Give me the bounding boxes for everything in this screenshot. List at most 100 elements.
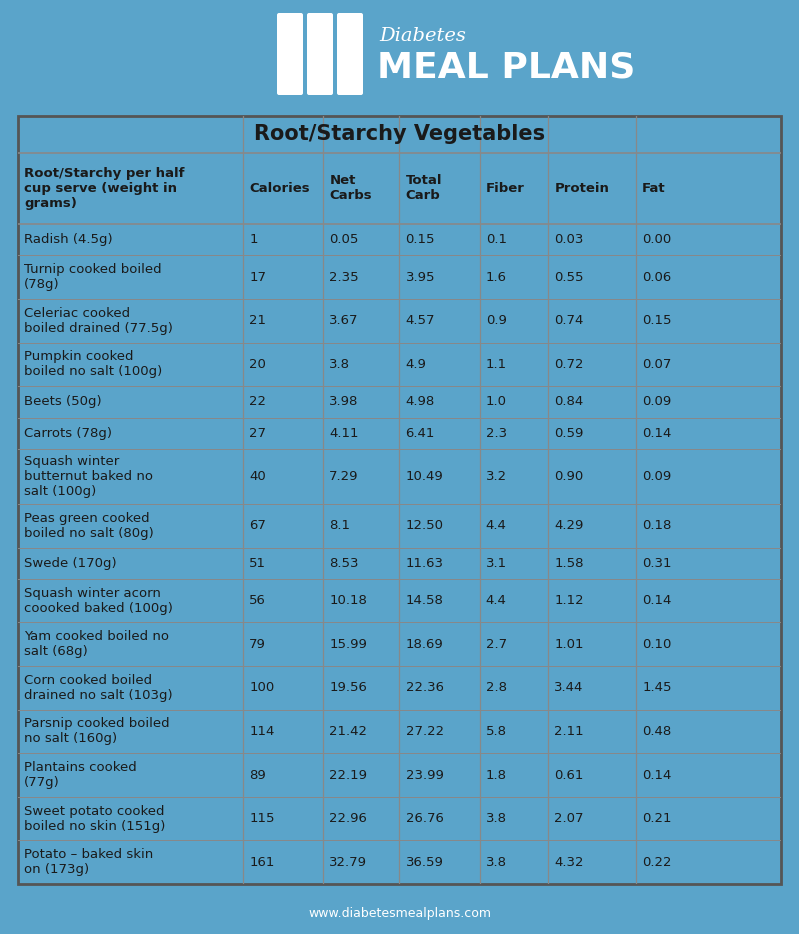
Text: Diabetes: Diabetes [379, 27, 466, 45]
Text: 0.84: 0.84 [555, 395, 583, 408]
Text: 2.11: 2.11 [555, 725, 584, 738]
Text: 14.58: 14.58 [406, 594, 443, 607]
Text: 0.09: 0.09 [642, 470, 671, 483]
Text: 0.09: 0.09 [642, 395, 671, 408]
Text: 1.0: 1.0 [486, 395, 507, 408]
Text: 4.11: 4.11 [329, 427, 359, 440]
Text: 5.8: 5.8 [486, 725, 507, 738]
Text: 0.74: 0.74 [555, 315, 584, 327]
Text: www.diabetesmealplans.com: www.diabetesmealplans.com [308, 907, 491, 919]
Text: 0.00: 0.00 [642, 234, 671, 247]
Text: Calories: Calories [249, 182, 310, 195]
Text: 0.05: 0.05 [329, 234, 359, 247]
Text: 56: 56 [249, 594, 266, 607]
Text: 27.22: 27.22 [406, 725, 443, 738]
Text: 10.49: 10.49 [406, 470, 443, 483]
Text: Potato – baked skin
on (173g): Potato – baked skin on (173g) [24, 848, 153, 876]
Text: Total
Carb: Total Carb [406, 175, 442, 203]
Text: 0.15: 0.15 [406, 234, 435, 247]
Text: 1.12: 1.12 [555, 594, 584, 607]
Text: 89: 89 [249, 769, 266, 782]
Text: 0.90: 0.90 [555, 470, 583, 483]
Text: 8.53: 8.53 [329, 557, 359, 570]
Text: 22.96: 22.96 [329, 813, 368, 825]
Text: 4.4: 4.4 [486, 594, 507, 607]
Text: 22: 22 [249, 395, 266, 408]
Text: 0.61: 0.61 [555, 769, 584, 782]
Text: Radish (4.5g): Radish (4.5g) [24, 234, 113, 247]
Text: Fat: Fat [642, 182, 666, 195]
Text: 2.7: 2.7 [486, 638, 507, 651]
Text: 67: 67 [249, 519, 266, 532]
Text: 10.18: 10.18 [329, 594, 368, 607]
Text: 0.31: 0.31 [642, 557, 672, 570]
Text: 51: 51 [249, 557, 266, 570]
Text: 3.95: 3.95 [406, 271, 435, 284]
Text: 22.36: 22.36 [406, 682, 443, 694]
Text: Peas green cooked
boiled no salt (80g): Peas green cooked boiled no salt (80g) [24, 512, 154, 540]
Text: 4.4: 4.4 [486, 519, 507, 532]
Text: Pumpkin cooked
boiled no salt (100g): Pumpkin cooked boiled no salt (100g) [24, 350, 162, 378]
Text: 4.57: 4.57 [406, 315, 435, 327]
FancyBboxPatch shape [277, 13, 303, 95]
Text: 21: 21 [249, 315, 266, 327]
Text: 0.14: 0.14 [642, 769, 671, 782]
Text: 2.8: 2.8 [486, 682, 507, 694]
Text: 1.8: 1.8 [486, 769, 507, 782]
Text: 19.56: 19.56 [329, 682, 368, 694]
Text: 3.8: 3.8 [329, 358, 350, 371]
Text: Squash winter
butternut baked no
salt (100g): Squash winter butternut baked no salt (1… [24, 455, 153, 498]
Text: Corn cooked boiled
drained no salt (103g): Corn cooked boiled drained no salt (103g… [24, 673, 173, 701]
Text: 3.8: 3.8 [486, 856, 507, 869]
Text: 3.2: 3.2 [486, 470, 507, 483]
Text: 0.06: 0.06 [642, 271, 671, 284]
Text: 0.14: 0.14 [642, 594, 671, 607]
Text: Net
Carbs: Net Carbs [329, 175, 372, 203]
Text: 18.69: 18.69 [406, 638, 443, 651]
Text: 15.99: 15.99 [329, 638, 368, 651]
Text: 22.19: 22.19 [329, 769, 368, 782]
Text: Turnip cooked boiled
(78g): Turnip cooked boiled (78g) [24, 263, 161, 291]
Text: 0.21: 0.21 [642, 813, 672, 825]
Text: 0.55: 0.55 [555, 271, 584, 284]
Text: 115: 115 [249, 813, 275, 825]
Text: MEAL PLANS: MEAL PLANS [377, 51, 635, 85]
Text: 27: 27 [249, 427, 266, 440]
Text: 1.45: 1.45 [642, 682, 672, 694]
Text: 1.1: 1.1 [486, 358, 507, 371]
Text: Root/Starchy per half
cup serve (weight in
grams): Root/Starchy per half cup serve (weight … [24, 167, 185, 210]
Text: Carrots (78g): Carrots (78g) [24, 427, 112, 440]
Text: 40: 40 [249, 470, 266, 483]
Text: Squash winter acorn
coooked baked (100g): Squash winter acorn coooked baked (100g) [24, 587, 173, 615]
Text: 3.44: 3.44 [555, 682, 584, 694]
Text: 1.6: 1.6 [486, 271, 507, 284]
Text: 79: 79 [249, 638, 266, 651]
Text: Celeriac cooked
boiled drained (77.5g): Celeriac cooked boiled drained (77.5g) [24, 307, 173, 335]
Text: 6.41: 6.41 [406, 427, 435, 440]
Text: 3.8: 3.8 [486, 813, 507, 825]
Text: Yam cooked boiled no
salt (68g): Yam cooked boiled no salt (68g) [24, 630, 169, 658]
FancyBboxPatch shape [337, 13, 363, 95]
Text: 1: 1 [249, 234, 258, 247]
Text: 11.63: 11.63 [406, 557, 443, 570]
Text: 12.50: 12.50 [406, 519, 443, 532]
Text: 7.29: 7.29 [329, 470, 359, 483]
Text: 0.18: 0.18 [642, 519, 671, 532]
Text: 1.01: 1.01 [555, 638, 584, 651]
Text: Fiber: Fiber [486, 182, 525, 195]
Text: 114: 114 [249, 725, 275, 738]
Text: 20: 20 [249, 358, 266, 371]
Text: 8.1: 8.1 [329, 519, 350, 532]
Text: 2.3: 2.3 [486, 427, 507, 440]
Text: 0.72: 0.72 [555, 358, 584, 371]
FancyBboxPatch shape [307, 13, 333, 95]
Text: 32.79: 32.79 [329, 856, 368, 869]
Text: 3.1: 3.1 [486, 557, 507, 570]
Text: 0.07: 0.07 [642, 358, 671, 371]
Text: Sweet potato cooked
boiled no skin (151g): Sweet potato cooked boiled no skin (151g… [24, 804, 165, 832]
Text: 0.9: 0.9 [486, 315, 507, 327]
Text: 0.22: 0.22 [642, 856, 672, 869]
Text: 0.1: 0.1 [486, 234, 507, 247]
Text: 23.99: 23.99 [406, 769, 443, 782]
Text: Parsnip cooked boiled
no salt (160g): Parsnip cooked boiled no salt (160g) [24, 717, 169, 745]
